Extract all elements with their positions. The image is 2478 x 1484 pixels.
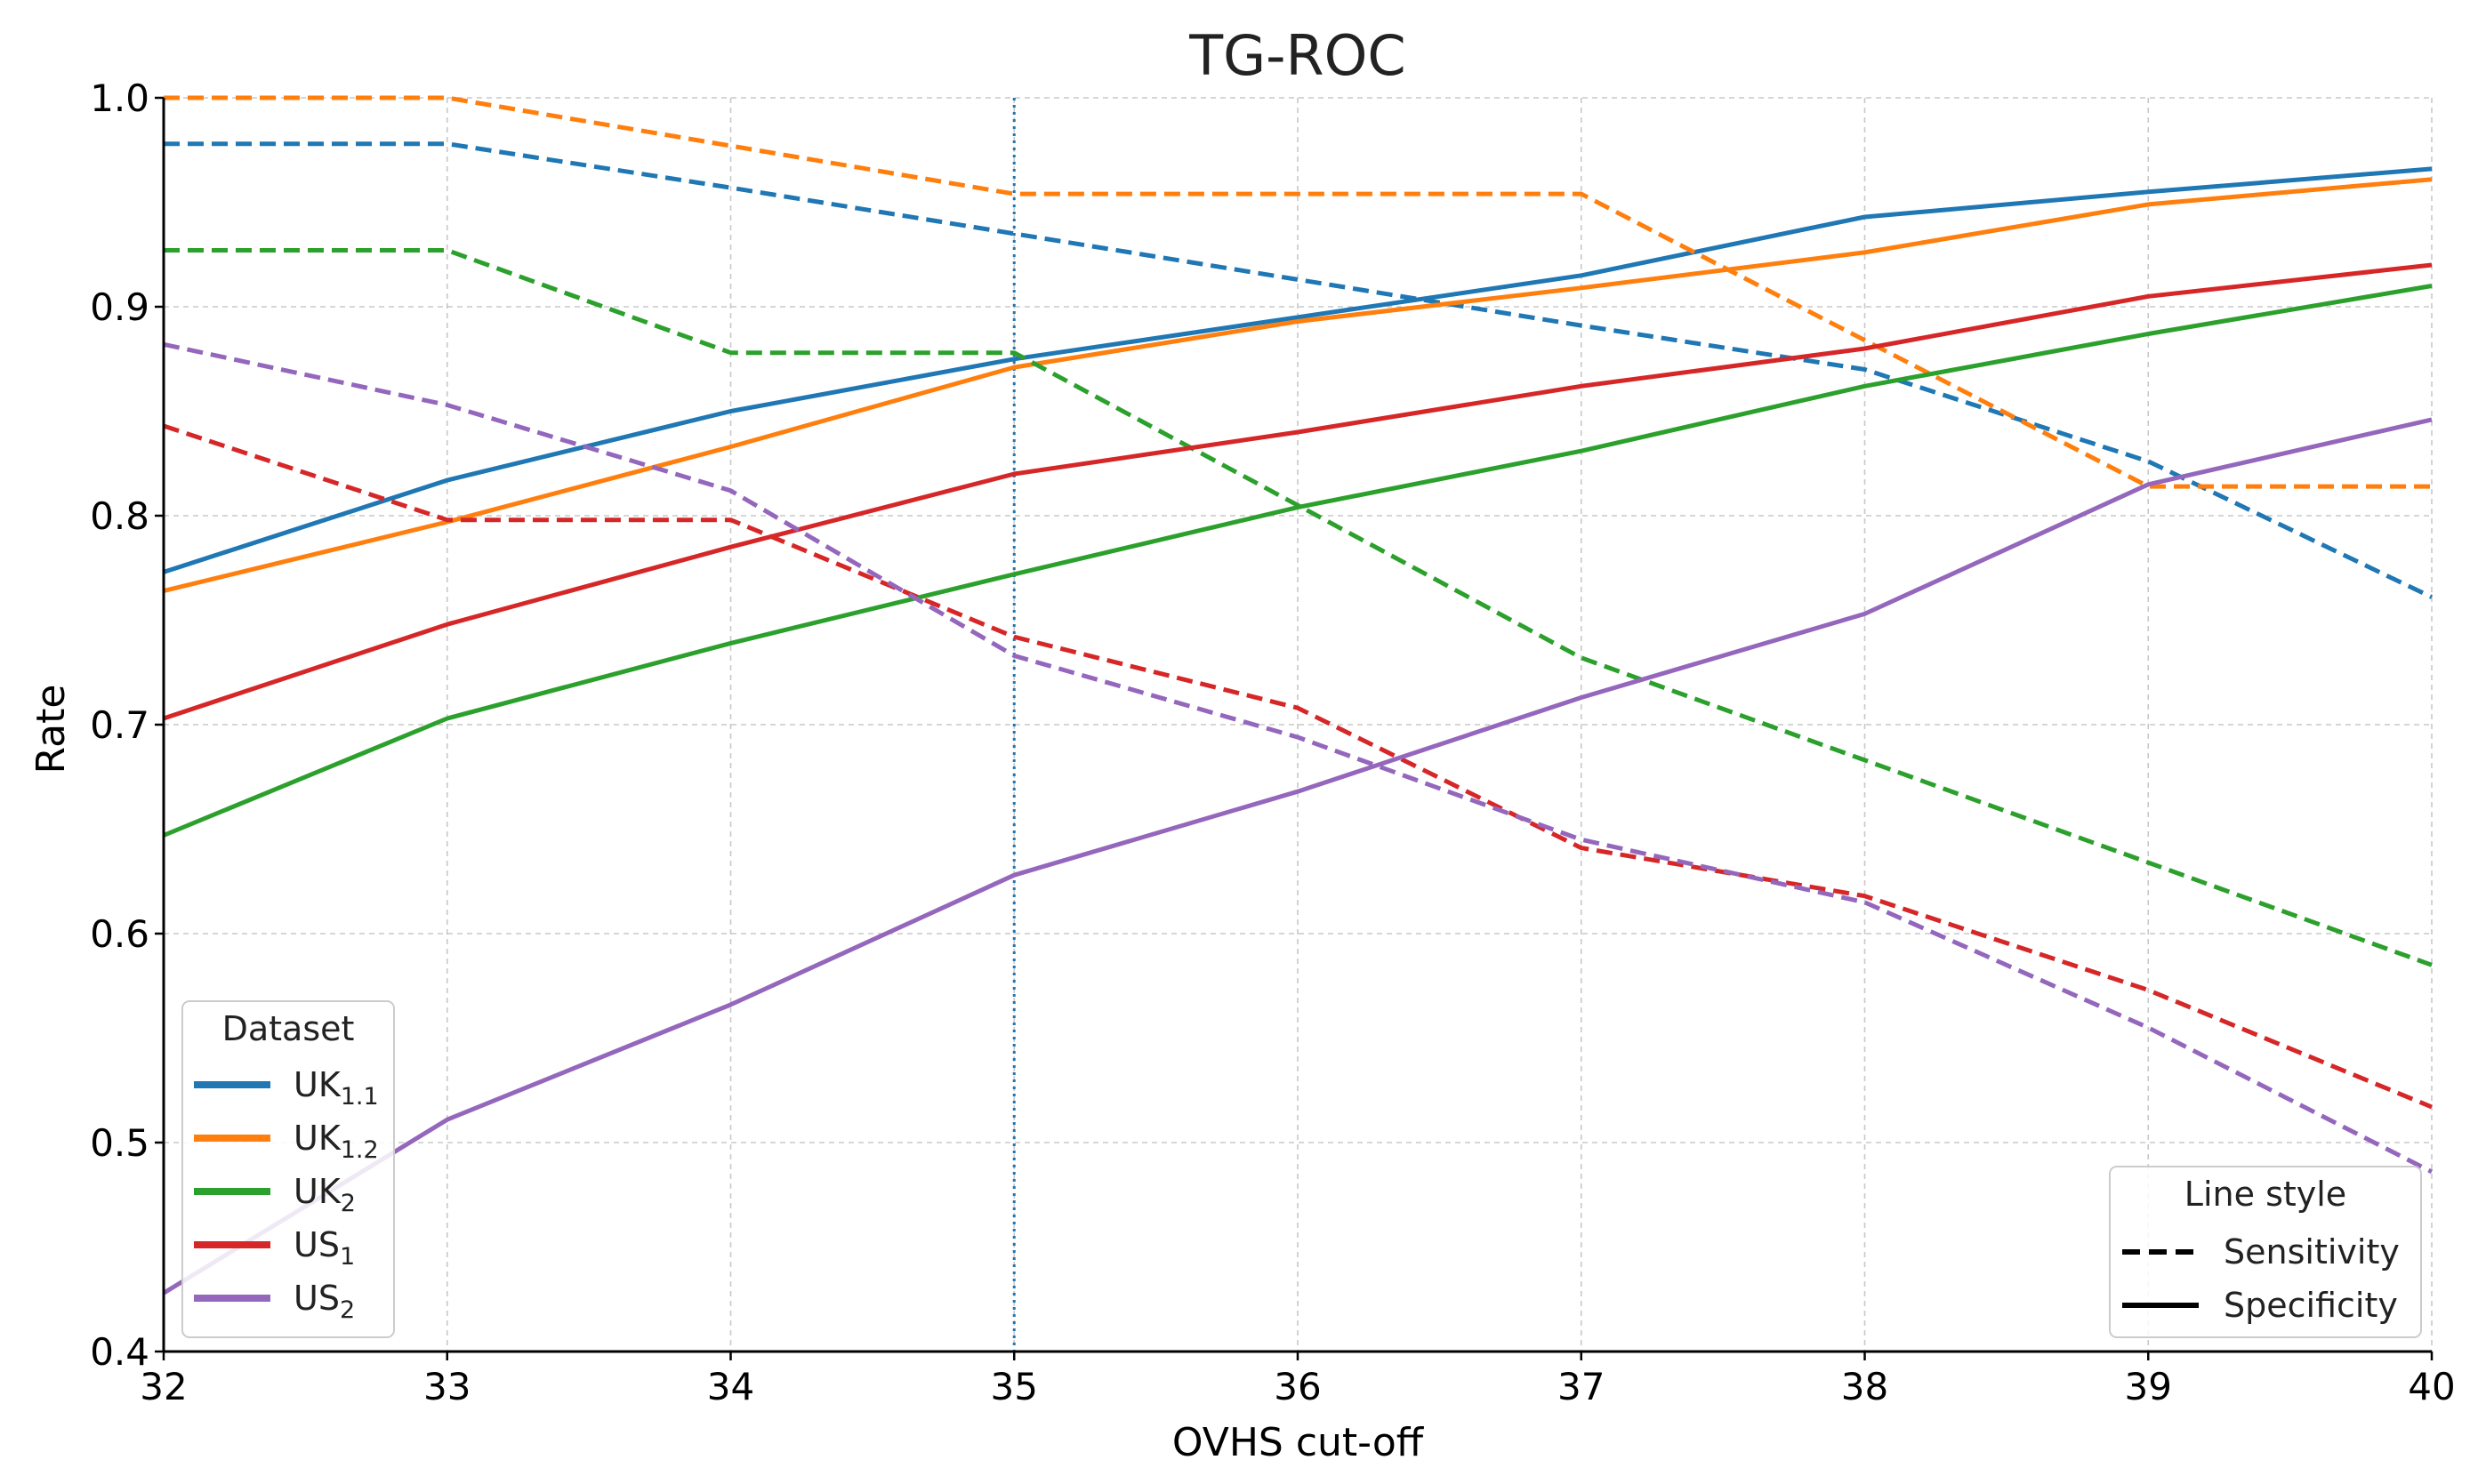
legend-line-style: Line style Sensitivity Specificity [2109, 1166, 2422, 1338]
y-tick-label-0.8: 0.8 [90, 494, 149, 538]
legend-label-uk-2: UK2 [294, 1172, 356, 1217]
series-uk-1-2-specificity [163, 177, 2433, 594]
axes [155, 96, 2434, 1360]
x-axis-title: OVHS cut-off [1172, 1420, 1425, 1465]
x-tick-label-40: 40 [2408, 1365, 2455, 1408]
chart-title: TG-ROC [1188, 23, 1405, 88]
y-tick-label-0.6: 0.6 [90, 912, 149, 956]
legend-label-sensitivity: Sensitivity [2224, 1232, 2400, 1271]
legend-label-us-2: US2 [294, 1279, 355, 1324]
y-tick-label-0.9: 0.9 [90, 285, 149, 329]
x-tick-label-37: 37 [1557, 1365, 1605, 1408]
legend-dataset: Dataset UK1.1 UK1.2 UK2 US1 US2 [181, 1000, 395, 1338]
y-tick-label-0.7: 0.7 [90, 703, 149, 747]
legend-label-specificity: Specificity [2224, 1286, 2398, 1325]
series-layer [162, 95, 2434, 1295]
y-tick-label-0.5: 0.5 [90, 1121, 149, 1165]
legend-line-style-title: Line style [2184, 1175, 2346, 1214]
tick-labels: 32 33 34 35 36 37 38 39 40 0.4 0.5 0.6 0.7 0.8 0.9 1.0 [90, 76, 2456, 1408]
series-uk-2-sensitivity [164, 248, 2433, 967]
series-us-2-sensitivity [163, 341, 2434, 1175]
y-axis-title: Rate [28, 685, 74, 774]
x-tick-label-33: 33 [423, 1365, 471, 1408]
y-tick-label-0.4: 0.4 [90, 1330, 149, 1374]
x-tick-label-32: 32 [140, 1365, 187, 1408]
series-us-2-specificity [162, 417, 2433, 1295]
x-tick-label-38: 38 [1841, 1365, 1888, 1408]
legend-dataset-title: Dataset [222, 1009, 355, 1048]
series-us-1-specificity [163, 262, 2433, 721]
x-tick-label-35: 35 [991, 1365, 1038, 1408]
y-tick-label-1.0: 1.0 [90, 76, 149, 120]
series-us-1-sensitivity [163, 423, 2433, 1110]
series-uk-1-1-specificity [163, 166, 2433, 574]
legend-dataset-items: UK1.1 UK1.2 UK2 US1 US2 [194, 1065, 379, 1324]
legend-dataset-frame [181, 1000, 395, 1338]
legend-label-us-1: US1 [294, 1225, 355, 1271]
x-tick-label-34: 34 [707, 1365, 754, 1408]
series-uk-1-2-sensitivity [164, 95, 2432, 489]
x-tick-label-39: 39 [2125, 1365, 2172, 1408]
x-tick-label-36: 36 [1274, 1365, 1321, 1408]
legend-label-uk-1-1: UK1.1 [294, 1065, 379, 1111]
legend-line-style-frame [2109, 1166, 2422, 1338]
legend-line-style-items: Sensitivity Specificity [2122, 1232, 2400, 1325]
legend-label-uk-1-2: UK1.2 [294, 1119, 379, 1164]
